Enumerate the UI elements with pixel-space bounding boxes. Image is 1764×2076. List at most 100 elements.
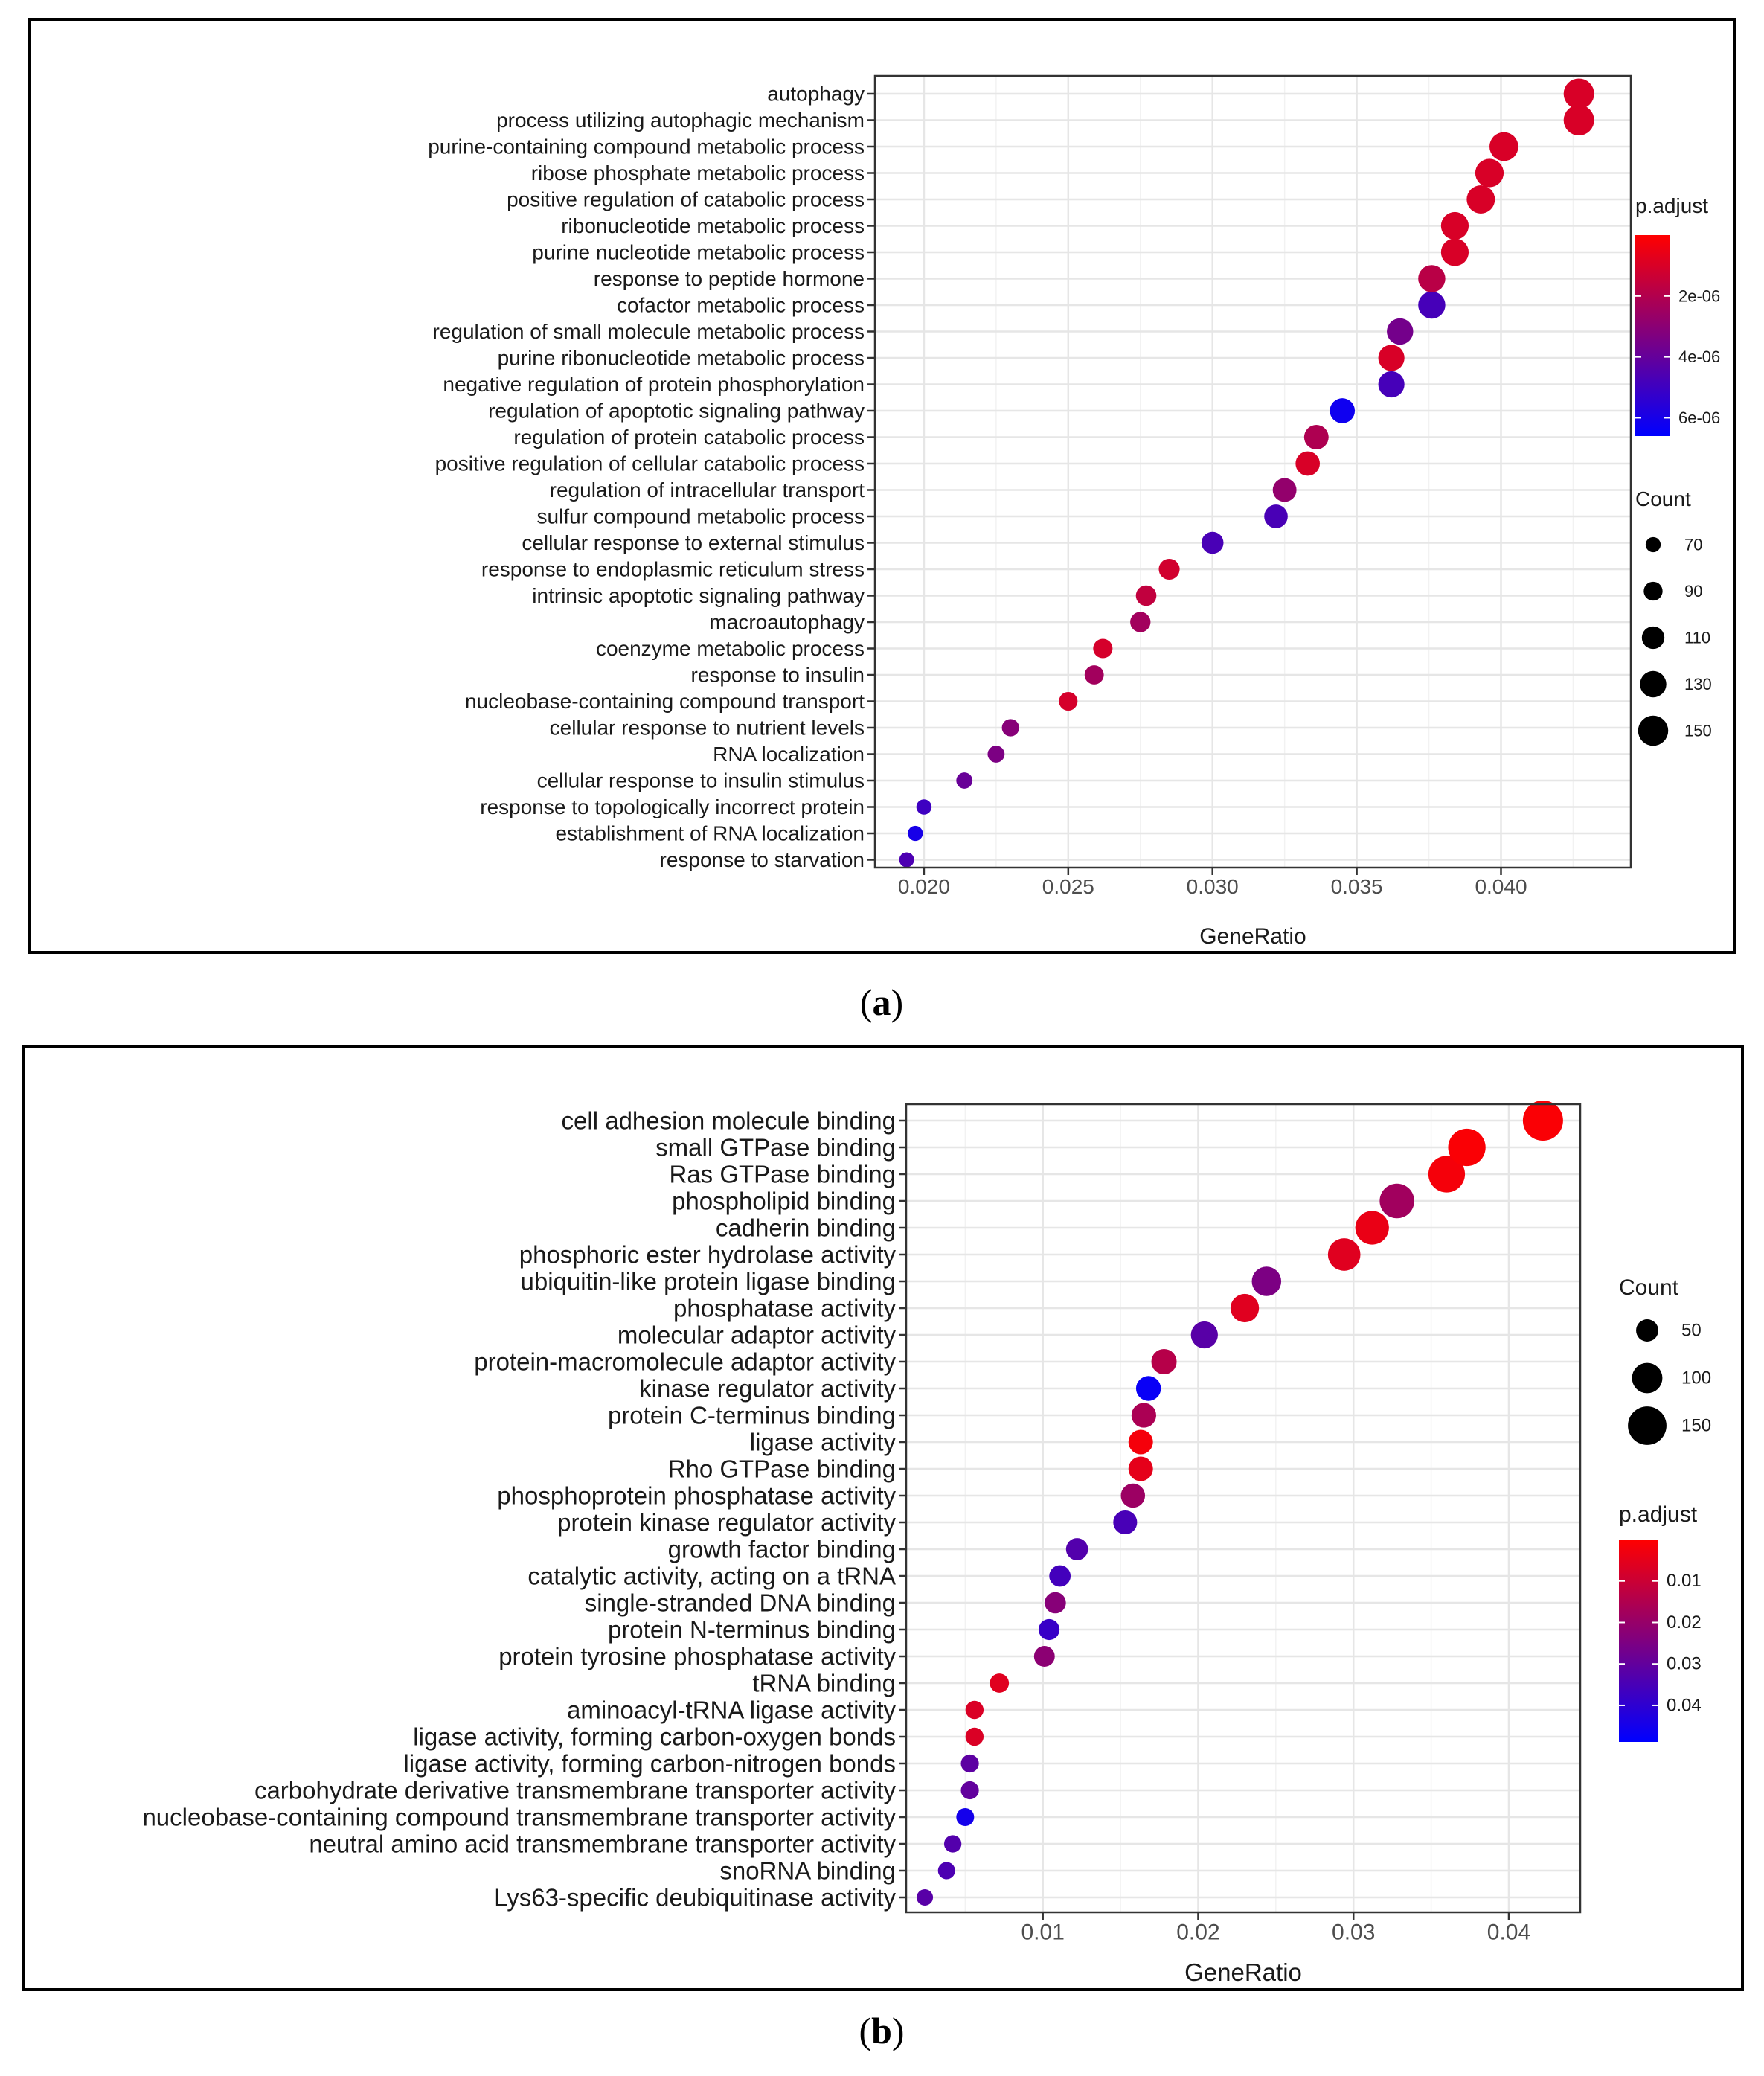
data-point [1475,158,1504,188]
data-point [1131,1403,1156,1428]
data-point [1327,1238,1361,1271]
y-tick-label: protein kinase regulator activity [557,1509,896,1537]
size-legend-key [1636,1319,1658,1342]
chart-a: autophagy process utilizing autophagic me… [428,74,1720,949]
data-point [1059,691,1078,711]
data-point [1128,1456,1153,1481]
size-legend-key [1645,536,1661,553]
data-point [1093,638,1113,659]
data-point [1201,531,1224,554]
data-point [1135,1376,1161,1401]
color-legend-label: 4e-06 [1678,347,1720,366]
x-axis-title: GeneRatio [1199,924,1306,949]
data-point [1295,451,1321,476]
y-tick-label: positive regulation of cellular cataboli… [435,452,865,475]
size-legend-label: 110 [1684,629,1710,647]
size-legend-label: 100 [1681,1368,1711,1388]
data-point [1135,585,1157,606]
y-tick-label: phosphoprotein phosphatase activity [497,1482,896,1510]
y-tick-label: process utilizing autophagic mechanism [496,109,865,132]
y-tick-label: aminoacyl-tRNA ligase activity [567,1697,896,1724]
x-tick-label: 0.040 [1475,875,1527,898]
data-point [1355,1211,1389,1245]
y-tick-label: ribose phosphate metabolic process [531,161,865,185]
y-tick-label: cellular response to external stimulus [522,531,865,554]
data-point [1049,1565,1071,1587]
y-tick-label: kinase regulator activity [639,1375,896,1403]
data-point [943,1835,962,1853]
x-tick-label: 0.025 [1042,875,1094,898]
x-tick-label: 0.035 [1331,875,1383,898]
color-legend-label: 0.02 [1667,1612,1702,1633]
y-tick-label: autophagy [767,83,865,106]
data-point [916,799,932,815]
chart-panel-b: cell adhesion molecule binding small GTPa… [22,1045,1744,1991]
data-point [987,746,1005,763]
data-point [1128,1429,1153,1455]
y-tick-label: cadherin binding [716,1214,896,1242]
y-tick-label: establishment of RNA localization [555,822,865,845]
y-tick-label: phosphoric ester hydrolase activity [519,1241,897,1269]
color-legend-label: 0.03 [1667,1654,1702,1674]
y-tick-label: ribonucleotide metabolic process [561,214,865,237]
y-tick-label: phospholipid binding [672,1188,896,1215]
x-tick-label: 0.01 [1021,1920,1065,1945]
data-point [908,825,923,842]
y-tick-label: coenzyme metabolic process [596,637,865,660]
panel-label-b: b [871,2010,892,2051]
data-point [917,1889,934,1906]
data-point [1378,345,1405,371]
y-tick-label: regulation of apoptotic signaling pathwa… [488,400,865,423]
y-tick-label: ubiquitin-like protein ligase binding [521,1268,897,1295]
data-point [1084,665,1104,685]
size-legend-key [1643,581,1663,601]
data-point [965,1700,984,1720]
data-point [1440,211,1469,240]
plot-border [905,1103,1582,1914]
y-tick-label: ligase activity [750,1429,897,1456]
y-tick-label: protein C-terminus binding [608,1402,896,1429]
y-tick-label: protein tyrosine phosphatase activity [498,1643,896,1670]
data-point [1230,1293,1260,1323]
panel-caption-a: (a) [859,981,904,1023]
color-legend-label: 2e-06 [1678,286,1720,305]
data-point [1466,185,1495,214]
data-point [1001,719,1019,737]
plot-area [905,1101,1582,1914]
data-point [1045,1592,1066,1614]
y-tick-label: small GTPase binding [655,1134,896,1162]
y-tick-label: Ras GTPase binding [670,1161,897,1188]
y-tick-label: nucleobase-containing compound transmemb… [142,1804,896,1831]
size-legend-key [1632,1362,1663,1394]
data-point [899,852,914,868]
data-point [1158,558,1180,580]
data-point [1113,1510,1138,1535]
y-tick-label: protein N-terminus binding [608,1616,896,1644]
size-legend-title: Count [1619,1275,1679,1300]
data-point [1303,425,1329,449]
y-tick-label: purine nucleotide metabolic process [532,241,865,264]
y-tick-label: nucleobase-containing compound transport [465,690,865,713]
data-point [1251,1266,1282,1296]
size-legend-label: 130 [1684,675,1712,693]
data-point [1151,1348,1177,1375]
y-tick-label: regulation of small molecule metabolic p… [433,320,865,343]
data-point [1065,1538,1088,1560]
panel-caption-b: (b) [859,2010,905,2051]
x-axis-title: GeneRatio [1184,1958,1302,1986]
y-tick-label: response to peptide hormone [594,267,865,290]
y-tick-label: ligase activity, forming carbon-oxygen b… [413,1723,896,1751]
y-tick-label: molecular adaptor activity [618,1321,897,1349]
x-tick-label: 0.030 [1187,875,1239,898]
data-point [1264,504,1288,528]
data-point [1379,1183,1414,1219]
y-tick-label: sulfur compound metabolic process [537,505,865,528]
data-point [1038,1618,1060,1641]
data-point [1272,478,1297,502]
x-tick-label: 0.04 [1487,1920,1530,1945]
data-point [1563,105,1594,135]
y-tick-label: negative regulation of protein phosphory… [443,373,865,396]
y-tick-label: carbohydrate derivative transmembrane tr… [254,1777,897,1804]
y-tick-label: intrinsic apoptotic signaling pathway [532,584,865,607]
